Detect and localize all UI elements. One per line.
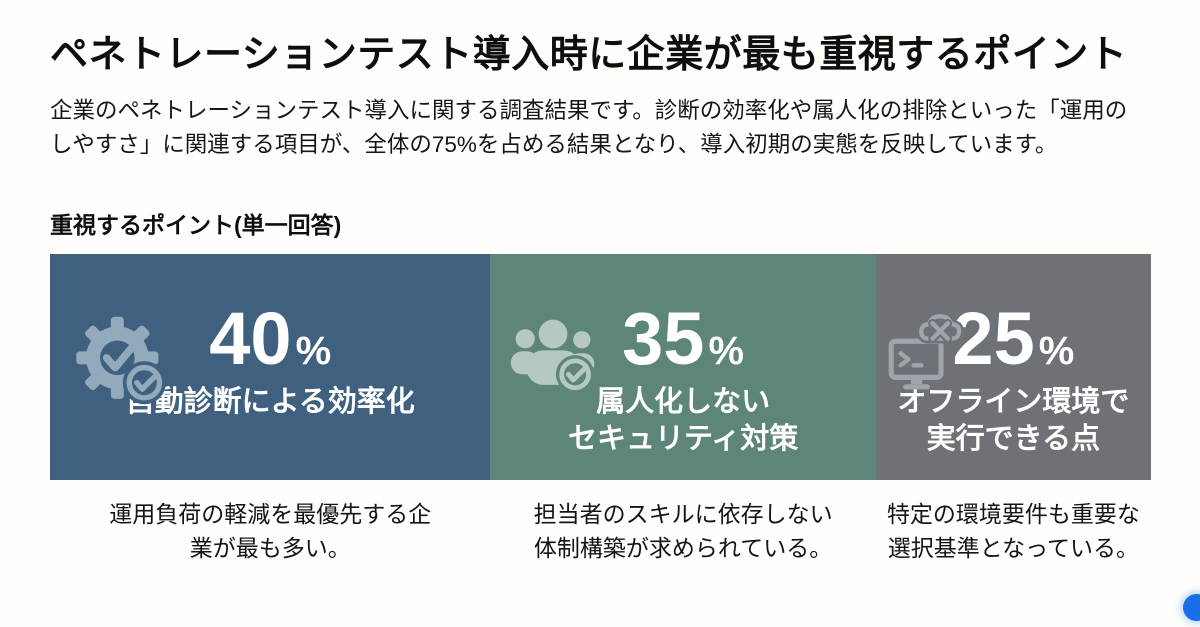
stat-card-team: 35 % 属人化しない セキュリティ対策 bbox=[490, 253, 876, 480]
stat-percent-unit: % bbox=[1038, 328, 1075, 373]
card-captions-row: 運用負荷の軽減を最優先する企 業が最も多い。 担当者のスキルに依存しない 体制構… bbox=[50, 497, 1151, 565]
page-title: ペネトレーションテスト導入時に企業が最も重視するポイント bbox=[50, 34, 1128, 76]
team-check-icon bbox=[511, 319, 595, 394]
stat-card-automation: 40 % 自動診断による効率化 bbox=[50, 253, 491, 480]
stat-percent: 35 bbox=[622, 296, 705, 380]
card-caption: 特定の環境要件も重要な 選択基準となっている。 bbox=[886, 500, 1140, 561]
stat-label: 属人化しない セキュリティ対策 bbox=[567, 385, 799, 455]
edge-blue-dot[interactable] bbox=[1183, 594, 1200, 621]
stat-value: 40 % bbox=[50, 296, 490, 380]
card-caption: 担当者のスキルに依存しない 体制構築が求められている。 bbox=[533, 500, 833, 561]
stat-value: 25 % bbox=[876, 296, 1151, 380]
stat-percent-unit: % bbox=[708, 328, 745, 373]
stat-value: 35 % bbox=[490, 296, 875, 380]
card-caption: 運用負荷の軽減を最優先する企 業が最も多い。 bbox=[109, 500, 432, 561]
page-description: 企業のペネトレーションテスト導入に関する調査結果です。診断の効率化や属人化の排除… bbox=[50, 94, 1152, 162]
stat-label: 自動診断による効率化 bbox=[125, 385, 415, 418]
gear-check-icon bbox=[76, 316, 166, 404]
stat-percent: 25 bbox=[952, 296, 1035, 380]
description-line: 企業のペネトレーションテスト導入に関する調査結果です。診断の効率化や属人化の排除… bbox=[50, 97, 1128, 123]
stat-label: オフライン環境で 実行できる点 bbox=[897, 385, 1130, 455]
chart-section-label: 重視するポイント(単一回答) bbox=[50, 211, 342, 238]
stat-card-offline: 25 % オフライン環境で 実行できる点 bbox=[875, 253, 1151, 480]
description-line: しやすさ」に関連する項目が、全体の75%を占める結果となり、導入初期の実態を反映… bbox=[50, 131, 1058, 157]
infographic: ペネトレーションテスト導入時に企業が最も重視するポイント 企業のペネトレーション… bbox=[50, 34, 1152, 565]
stat-percent-unit: % bbox=[295, 328, 332, 373]
stat-cards-row: 40 % 自動診断による効率化 bbox=[50, 253, 1151, 480]
stat-percent: 40 bbox=[209, 296, 292, 380]
offline-terminal-icon bbox=[888, 311, 964, 390]
